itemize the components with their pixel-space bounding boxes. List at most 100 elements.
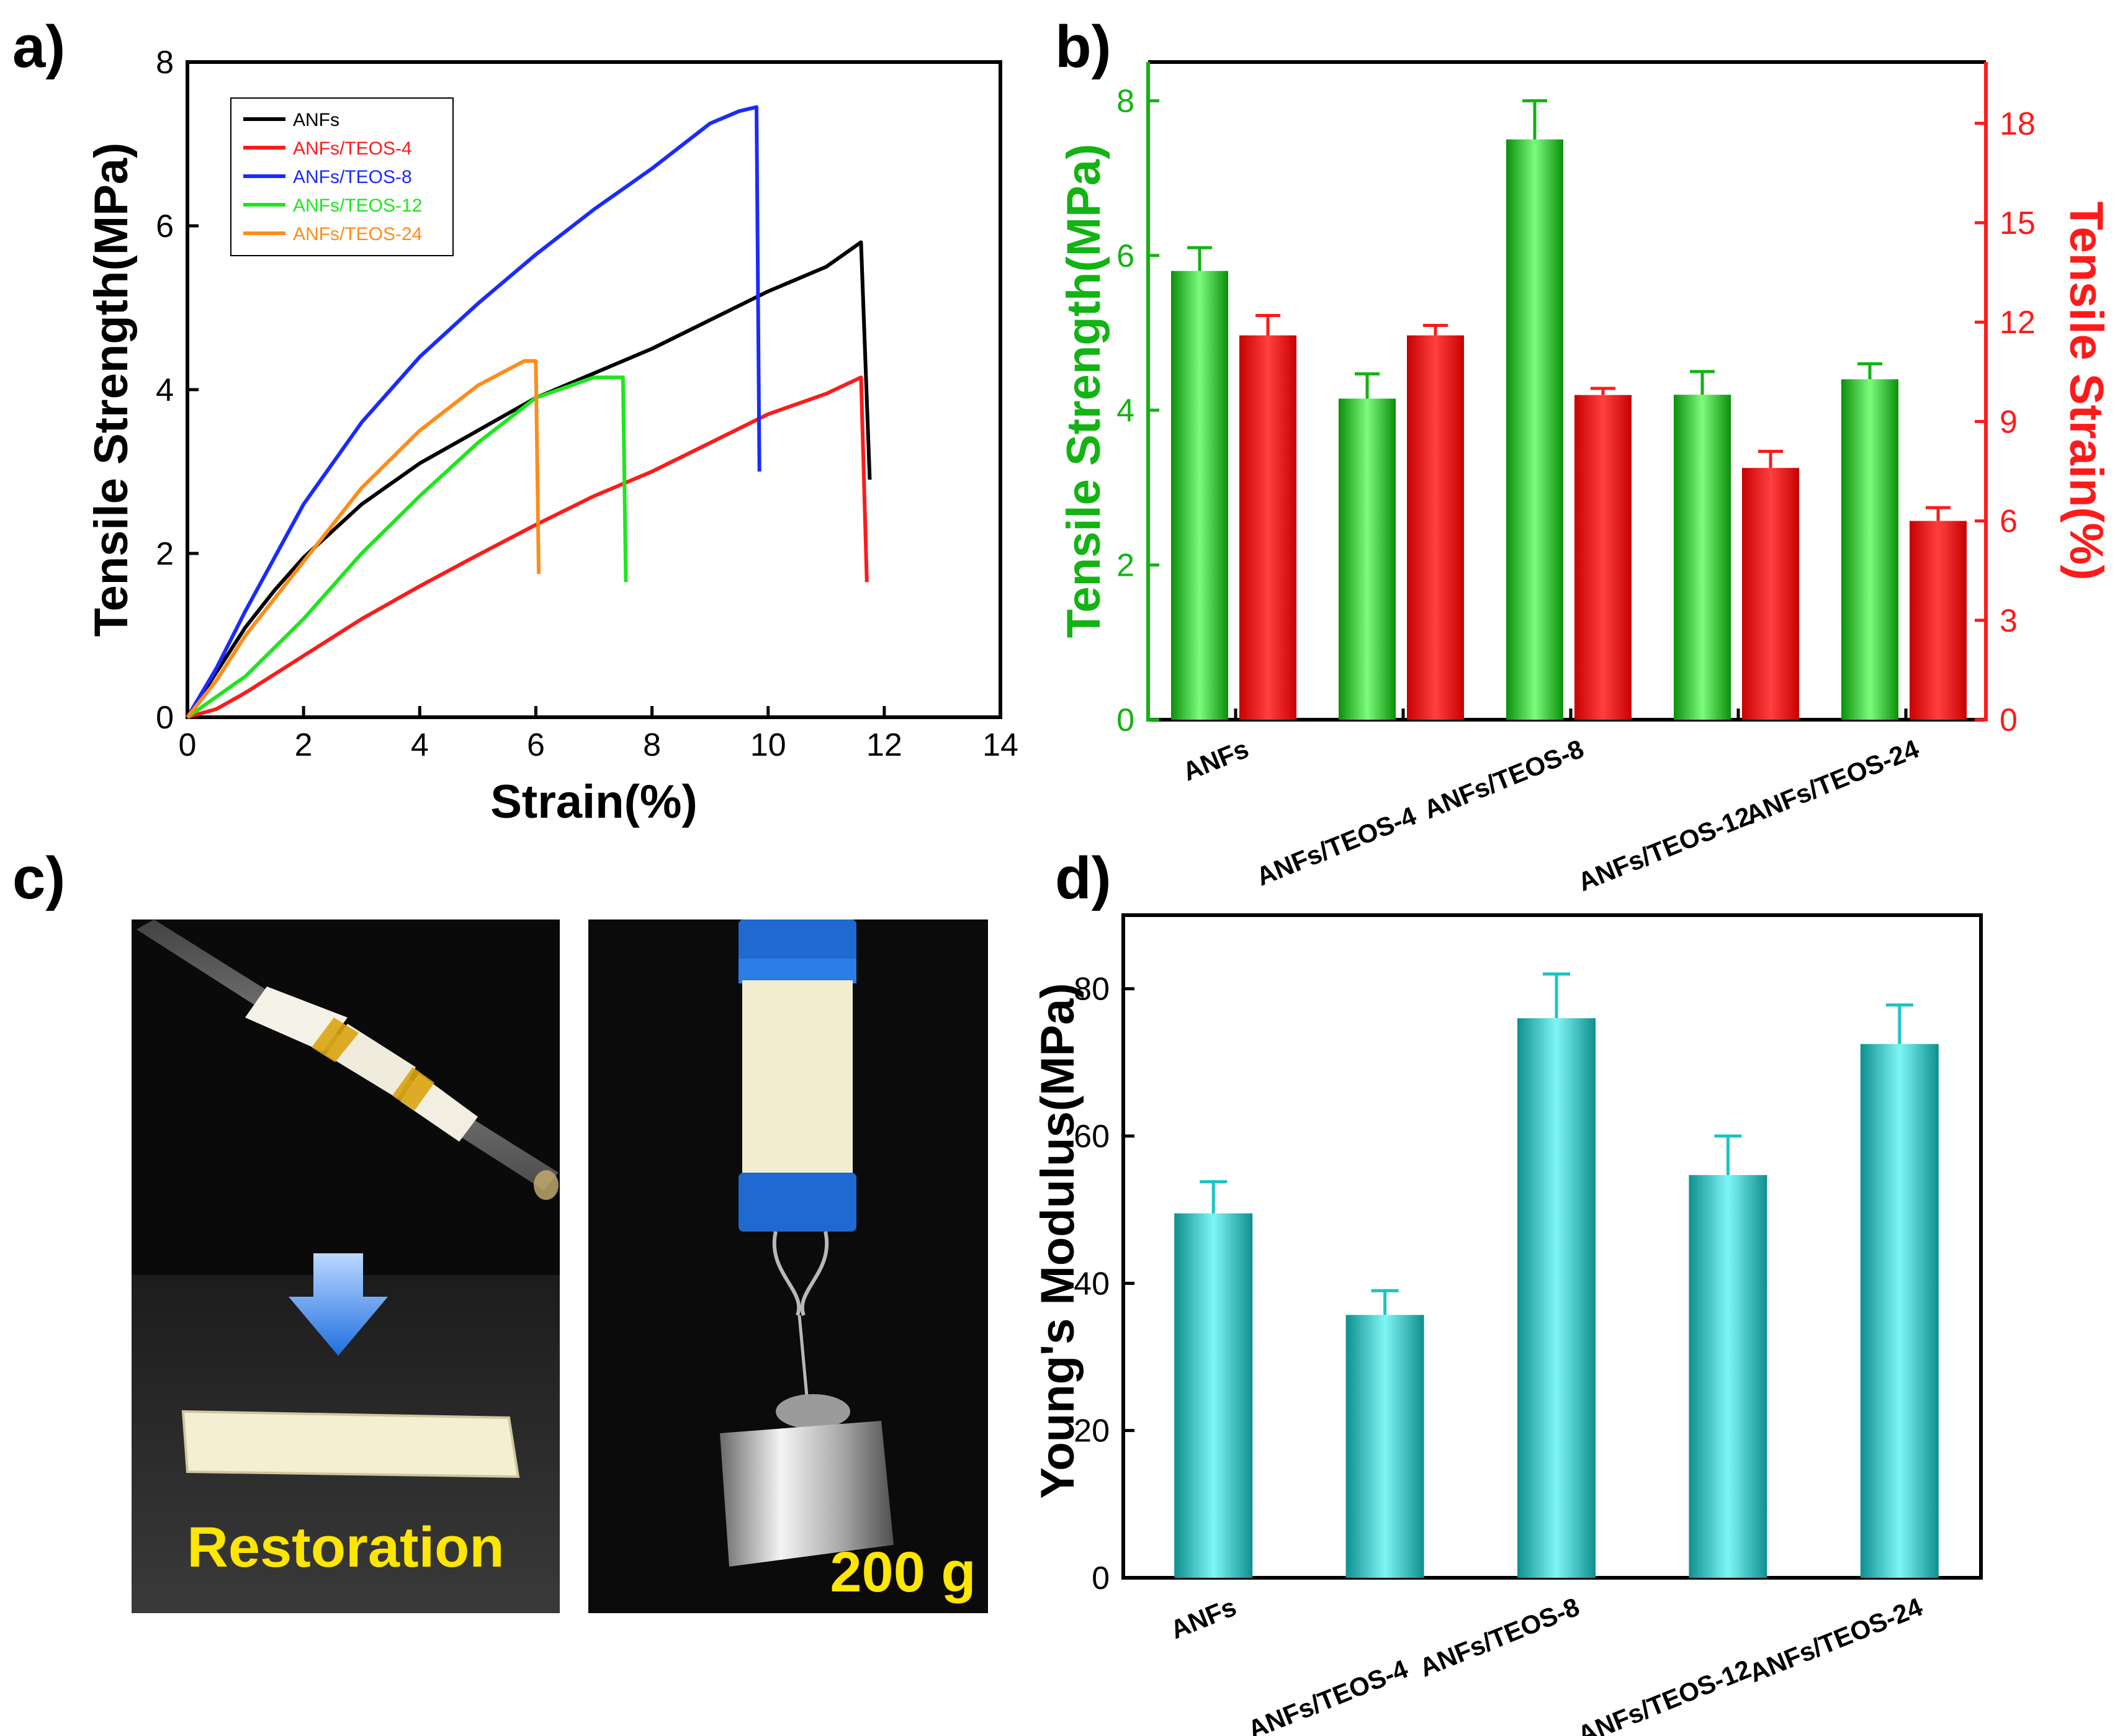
y-tick-label: 80 xyxy=(1074,972,1110,1008)
bar-strength xyxy=(1171,271,1228,720)
bar-strain xyxy=(1910,521,1967,720)
x-tick-label: 10 xyxy=(750,727,786,763)
category-label: ANFs xyxy=(1166,1592,1240,1645)
y-tick-label-left: 8 xyxy=(1116,83,1134,119)
legend-a: ANFs ANFs/TEOS-4 ANFs/TEOS-8 ANFs/TEOS-12 AN… xyxy=(230,97,454,256)
category-label: ANFs/TEOS-8 xyxy=(1420,734,1588,825)
legend-entry: ANFs/TEOS-8 xyxy=(293,167,412,187)
bar-strain xyxy=(1407,335,1464,720)
bar-strain xyxy=(1574,395,1632,720)
y-axis-title-a: Tensile Strength(MPa) xyxy=(85,143,138,637)
weight-knob xyxy=(776,1394,850,1429)
bar-strength xyxy=(1339,398,1396,720)
y-tick-label-right: 15 xyxy=(2000,205,2036,241)
category-label: ANFs/TEOS-8 xyxy=(1416,1592,1584,1683)
bar-strength xyxy=(1841,379,1898,720)
category-label: ANFs/TEOS-4 xyxy=(1244,1654,1412,1736)
legend-entry: ANFs/TEOS-4 xyxy=(293,138,412,159)
bar-modulus xyxy=(1345,1315,1424,1578)
bar-modulus xyxy=(1689,1174,1767,1578)
clip-top-lip xyxy=(739,959,856,983)
photo-weight: 200 g xyxy=(588,919,988,1613)
y-tick-label-left: 6 xyxy=(1116,238,1134,274)
tape-band-1 xyxy=(312,1018,359,1062)
bar-strength xyxy=(1674,395,1731,720)
panel-c-photos: Restoration 200 g xyxy=(132,919,988,1613)
axis-ticks-a: 0 2 4 6 8 10 12 14 0 2 4 6 8 xyxy=(156,45,1018,763)
photo-restoration: Restoration xyxy=(132,919,560,1613)
y-tick-label: 2 xyxy=(156,536,174,572)
y-tick-label-right: 3 xyxy=(2000,603,2018,639)
y-tick-label: 4 xyxy=(156,372,174,408)
weight-body xyxy=(720,1421,894,1567)
series-line-anfs-teos-12 xyxy=(186,375,628,719)
legend-entry: ANFs/TEOS-12 xyxy=(293,195,422,216)
bar-modulus xyxy=(1174,1213,1253,1578)
y-tick-label: 8 xyxy=(156,45,174,81)
category-label: ANFs/TEOS-24 xyxy=(1745,1592,1927,1688)
category-label: ANFs/TEOS-12 xyxy=(1573,1654,1754,1736)
y-tick-label-right: 12 xyxy=(2000,305,2036,341)
x-tick-label: 4 xyxy=(411,727,429,763)
glass-rod-end xyxy=(534,1170,559,1200)
bars-d xyxy=(1174,972,1939,1578)
y-tick-label-left: 0 xyxy=(1116,702,1134,738)
axis-ticks-d: 0 20 40 60 80 xyxy=(1074,972,1902,1596)
clip-bottom xyxy=(739,1173,856,1232)
category-labels-b: ANFsANFs/TEOS-4ANFs/TEOS-8ANFs/TEOS-12AN… xyxy=(1179,734,1923,897)
y-tick-label: 0 xyxy=(156,700,174,736)
y-tick-label-right: 18 xyxy=(2000,106,2036,142)
category-label: ANFs/TEOS-24 xyxy=(1741,734,1923,830)
panel-label-b: b) xyxy=(1055,14,1111,80)
y-tick-label: 6 xyxy=(156,208,174,244)
caption-weight: 200 g xyxy=(830,1541,976,1604)
y-axis-title-b-left: Tensile Strength(MPa) xyxy=(1058,144,1110,638)
tape-band-2 xyxy=(392,1067,434,1111)
restored-sample xyxy=(181,1410,520,1479)
series-line-anfs-teos-24 xyxy=(186,359,541,718)
category-label: ANFs/TEOS-12 xyxy=(1574,801,1755,897)
panel-label-a: a) xyxy=(12,14,65,80)
x-tick-label: 8 xyxy=(643,727,661,763)
bar-modulus xyxy=(1860,1044,1939,1578)
axis-ticks-b: 0 2 4 6 8 0 3 6 9 12 15 18 xyxy=(1116,83,2036,738)
panel-a-line-chart: 0 2 4 6 8 10 12 14 0 2 4 6 8 Strain(%) Tensile Stren… xyxy=(85,45,1018,828)
bar-strain xyxy=(1742,468,1799,720)
y-tick-label: 0 xyxy=(1092,1560,1110,1596)
y-axis-title-d: Young's Modulus(MPa) xyxy=(1031,983,1084,1498)
series-lines-a xyxy=(186,105,872,719)
bar-strain xyxy=(1239,335,1296,720)
wire-hook xyxy=(772,1231,829,1317)
series-line-anfs-teos-4 xyxy=(187,375,869,719)
y-tick-label: 60 xyxy=(1074,1119,1110,1155)
panel-label-d: d) xyxy=(1055,845,1111,911)
bars-b xyxy=(1171,99,1967,720)
y-tick-label-right: 0 xyxy=(2000,702,2018,738)
series-line-anfs-teos-8 xyxy=(186,105,761,718)
x-tick-label: 2 xyxy=(295,727,313,763)
panel-label-c: c) xyxy=(12,845,65,911)
caption-restoration: Restoration xyxy=(187,1516,504,1579)
wire xyxy=(797,1315,809,1397)
category-labels-d: ANFsANFs/TEOS-4ANFs/TEOS-8ANFs/TEOS-12AN… xyxy=(1166,1592,1926,1736)
y-tick-label-left: 4 xyxy=(1116,393,1134,429)
down-arrow-icon xyxy=(289,1253,388,1356)
legend-entry: ANFs/TEOS-24 xyxy=(293,224,422,244)
hanging-sample xyxy=(742,980,853,1185)
x-tick-label: 0 xyxy=(179,727,197,763)
legend-entry: ANFs xyxy=(293,110,339,130)
x-tick-label: 6 xyxy=(527,727,545,763)
y-tick-label: 20 xyxy=(1074,1413,1110,1449)
x-tick-label: 12 xyxy=(866,727,902,763)
bar-strength xyxy=(1506,139,1563,720)
y-tick-label-right: 6 xyxy=(2000,504,2018,540)
y-tick-label-left: 2 xyxy=(1116,548,1134,584)
clip-top xyxy=(739,919,856,969)
x-axis-title-a: Strain(%) xyxy=(490,776,698,828)
category-label: ANFs/TEOS-4 xyxy=(1252,801,1421,892)
category-label: ANFs xyxy=(1179,734,1252,787)
x-tick-label: 14 xyxy=(982,727,1018,763)
